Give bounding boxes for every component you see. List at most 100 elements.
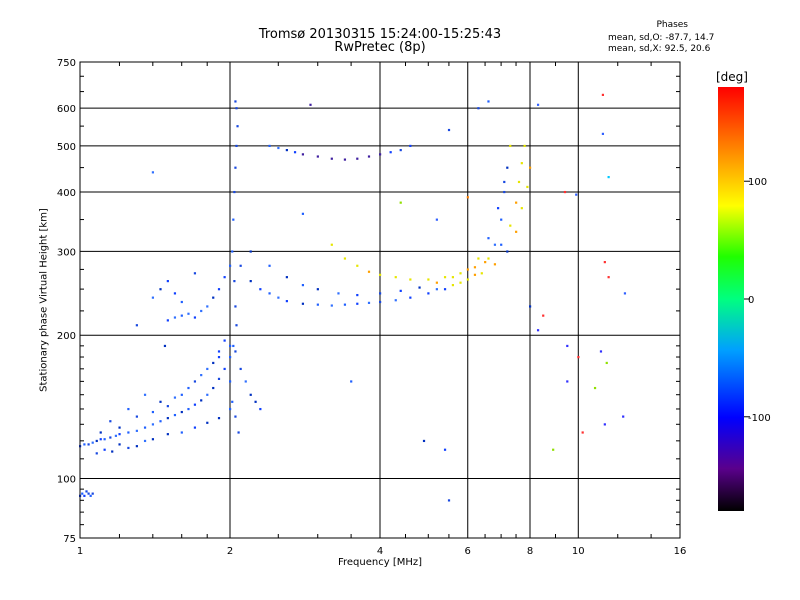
data-point	[601, 132, 605, 135]
data-point	[87, 443, 90, 446]
data-point	[151, 171, 155, 174]
data-point	[285, 300, 288, 303]
data-point	[166, 280, 169, 283]
data-point	[394, 276, 397, 279]
data-point	[173, 413, 177, 417]
data-point	[166, 319, 169, 322]
data-point	[343, 257, 347, 260]
data-point	[487, 257, 490, 260]
data-point	[235, 324, 238, 327]
data-point	[379, 273, 382, 276]
data-point	[379, 300, 382, 304]
data-point	[529, 166, 532, 169]
data-point	[409, 278, 412, 281]
data-point	[180, 300, 183, 304]
data-point	[217, 417, 221, 420]
data-point	[623, 292, 627, 295]
data-point	[343, 158, 347, 161]
data-point	[259, 288, 262, 291]
data-point	[237, 431, 240, 434]
data-point	[151, 438, 155, 441]
data-point	[459, 272, 462, 275]
data-point	[603, 261, 606, 264]
data-point	[206, 421, 209, 424]
data-point	[399, 201, 402, 204]
data-point	[487, 100, 490, 103]
data-point	[234, 100, 237, 103]
data-point	[509, 224, 512, 227]
data-point	[503, 190, 506, 194]
data-point	[244, 380, 247, 383]
x-tick-label: 4	[377, 546, 383, 557]
data-point	[330, 157, 333, 160]
chart-subtitle: RwPretec (8p)	[334, 40, 426, 55]
colorbar-unit-label: [deg]	[716, 70, 748, 84]
y-tick-label: 500	[57, 142, 76, 153]
data-point	[95, 452, 98, 455]
data-point	[435, 288, 438, 291]
data-point	[193, 272, 197, 275]
data-point	[187, 312, 190, 315]
phase-stats-x-mode: mean, sd,X: 92.5, 20.6	[608, 44, 711, 54]
data-point	[575, 193, 578, 196]
data-point	[159, 400, 162, 403]
data-point	[166, 433, 169, 436]
data-point	[473, 273, 477, 276]
colorbar-tick-label: -100	[748, 413, 771, 424]
data-point	[552, 448, 555, 451]
data-point	[356, 293, 359, 297]
data-point	[506, 166, 509, 169]
data-point	[193, 380, 197, 383]
data-point	[379, 292, 382, 295]
data-point	[473, 266, 477, 269]
data-point	[599, 350, 603, 353]
data-point	[223, 367, 226, 371]
data-point	[503, 180, 506, 184]
data-point	[268, 144, 271, 148]
data-point	[206, 393, 209, 396]
data-point	[239, 367, 242, 371]
data-point	[418, 286, 421, 289]
data-point	[91, 492, 94, 495]
data-point	[229, 344, 232, 348]
data-point	[135, 324, 138, 327]
data-point	[109, 436, 112, 439]
data-point	[127, 431, 130, 434]
data-point	[581, 431, 584, 434]
data-point	[206, 305, 209, 308]
data-point	[493, 263, 497, 266]
data-point	[254, 400, 257, 403]
data-point	[605, 361, 608, 365]
data-point	[89, 494, 92, 497]
data-point	[566, 344, 569, 348]
data-point	[212, 361, 215, 365]
data-point	[356, 157, 359, 160]
data-point	[103, 438, 106, 441]
data-point	[343, 303, 347, 306]
data-point	[229, 356, 232, 359]
data-point	[515, 201, 518, 204]
data-point	[607, 175, 610, 179]
data-point	[99, 438, 102, 441]
data-point	[91, 441, 94, 444]
data-point	[520, 162, 523, 165]
data-point	[173, 292, 177, 295]
data-point	[399, 289, 402, 292]
data-point	[301, 302, 305, 305]
data-point	[239, 264, 242, 267]
x-tick-label: 8	[527, 546, 533, 557]
data-point	[285, 148, 288, 152]
data-point	[506, 250, 509, 253]
data-point	[118, 443, 121, 446]
x-tick-label: 10	[572, 546, 585, 557]
chart-title: Tromsø 20130315 15:24:00-15:25:43	[258, 27, 502, 42]
data-point	[193, 316, 197, 319]
data-point	[563, 190, 567, 194]
data-point	[231, 250, 234, 253]
data-point	[309, 103, 312, 106]
data-point	[443, 448, 447, 451]
data-point	[409, 144, 412, 148]
data-point	[447, 499, 451, 502]
data-point	[159, 288, 162, 291]
data-point	[484, 261, 487, 264]
